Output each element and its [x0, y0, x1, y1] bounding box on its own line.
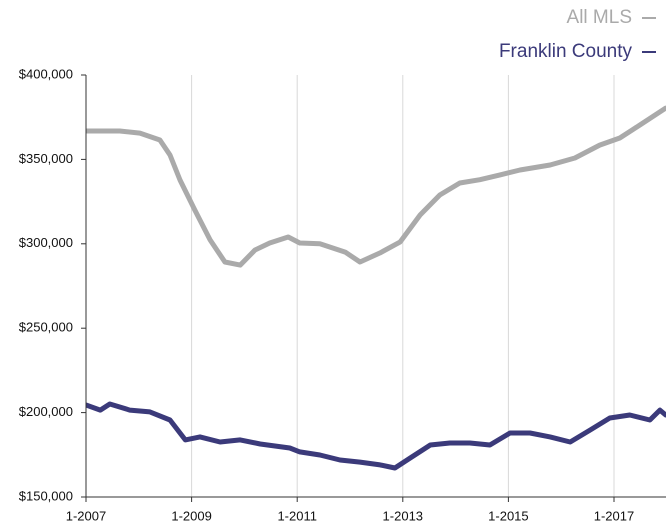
- legend-label: All MLS: [567, 7, 632, 28]
- axes: 1-2007 1-2009 1-2011 1-2013 1-2015 1-2017 $150…: [19, 66, 666, 523]
- y-tick-label: $300,000: [19, 235, 73, 250]
- x-tick-label: 1-2007: [66, 508, 106, 523]
- x-tick-label: 1-2015: [488, 508, 528, 523]
- x-tick-label: 1-2013: [383, 508, 423, 523]
- legend-label: Franklin County: [499, 41, 633, 62]
- y-tick-label: $400,000: [19, 66, 73, 81]
- plot-lines: [86, 105, 666, 471]
- x-tick-label: 1-2011: [277, 508, 317, 523]
- x-tick-label: 1-2017: [594, 508, 634, 523]
- y-tick-label: $150,000: [19, 488, 73, 503]
- y-tick-label: $250,000: [19, 320, 73, 335]
- series-line: [86, 105, 666, 268]
- series-line: [86, 401, 666, 471]
- x-tick-label: 1-2009: [171, 508, 211, 523]
- grid: [191, 75, 615, 497]
- y-tick-label: $350,000: [19, 151, 73, 166]
- y-tick-label: $200,000: [19, 404, 73, 419]
